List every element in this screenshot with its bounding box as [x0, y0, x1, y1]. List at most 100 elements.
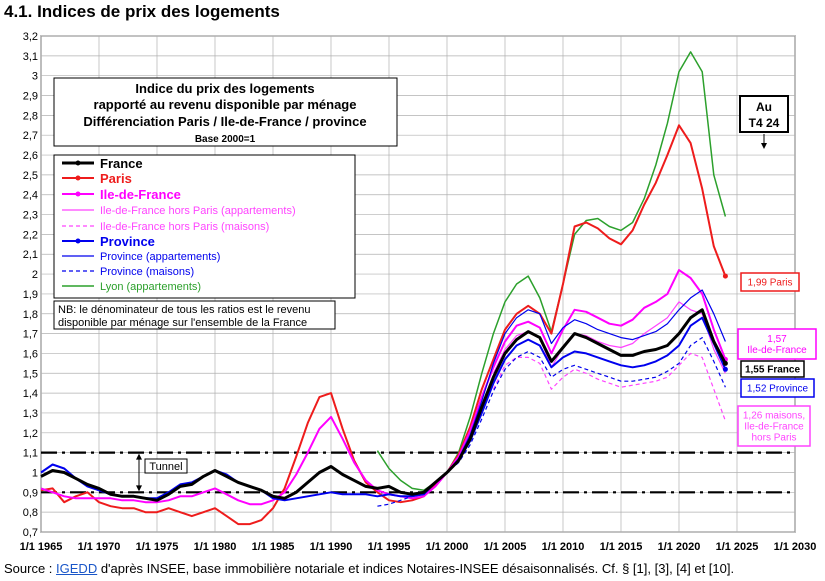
- y-tick-label: 2,5: [23, 170, 38, 182]
- chart-title-line-2: rapporté au revenu disponible par ménage: [94, 97, 357, 112]
- chart-title-line-1: Indice du prix des logements: [135, 81, 314, 96]
- date-marker-line-1: Au: [756, 100, 772, 114]
- date-marker-box: [739, 95, 789, 133]
- y-tick-label: 2,2: [23, 229, 38, 241]
- x-tick-label: 1/1 2030: [774, 541, 817, 553]
- y-tick-label: 2,9: [23, 91, 38, 103]
- tunnel-label: Tunnel: [149, 461, 182, 473]
- series-line-ile-de-france-hors-paris-maisons-: [492, 352, 726, 422]
- x-tick-label: 1/1 1990: [310, 541, 353, 553]
- x-tick-label: 1/1 2020: [658, 541, 701, 553]
- y-tick-label: 3,1: [23, 51, 38, 63]
- y-tick-label: 1,7: [23, 329, 38, 341]
- y-tick-label: 0,7: [23, 527, 38, 539]
- end-label-text: hors Paris: [751, 433, 796, 444]
- y-tick-label: 3,2: [23, 31, 38, 43]
- note-line-2: disponible par ménage sur l'ensemble de …: [58, 317, 307, 329]
- series-end-point: [722, 366, 728, 372]
- legend-label: Ile-de-France: [100, 187, 181, 202]
- end-label-box: [740, 378, 815, 398]
- x-tick-label: 1/1 1980: [194, 541, 237, 553]
- y-tick-label: 0,8: [23, 507, 38, 519]
- y-tick-label: 2,6: [23, 150, 38, 162]
- end-label-box: [740, 360, 805, 378]
- y-axis-ticks: 0,7 0,8 0,9 1 1,1 1,2 1,3 1,4 1,5 1,6 1,7 1,8 1,9 2 2,…: [23, 31, 38, 539]
- y-tick-label: 0,9: [23, 487, 38, 499]
- x-tick-label: 1/1 2015: [600, 541, 643, 553]
- legend-label: Province (maisons): [100, 266, 194, 278]
- end-label-text: 1,57: [767, 334, 787, 345]
- source-prefix: Source :: [4, 561, 57, 576]
- series-line-ile-de-france: [40, 269, 727, 506]
- x-tick-label: 1/1 2000: [426, 541, 469, 553]
- legend-box: [53, 154, 356, 299]
- x-tick-label: 1/1 1975: [136, 541, 179, 553]
- y-tick-label: 1: [32, 467, 38, 479]
- y-tick-label: 1,8: [23, 309, 38, 321]
- end-label-box: [737, 328, 817, 360]
- end-label-text: Ile-de-France: [744, 422, 804, 433]
- y-tick-label: 2,4: [23, 190, 38, 202]
- y-tick-label: 2,7: [23, 130, 38, 142]
- x-tick-label: 1/1 2025: [716, 541, 759, 553]
- x-tick-label: 1/1 2005: [484, 541, 527, 553]
- legend-label: Paris: [100, 171, 132, 186]
- tunnel-arrowhead-down: [136, 485, 142, 492]
- y-tick-label: 1,4: [23, 388, 38, 400]
- y-tick-label: 1,6: [23, 348, 38, 360]
- date-marker-arrowhead: [761, 143, 767, 149]
- legend-marker: [75, 160, 81, 166]
- legend-label: Ile-de-France hors Paris (appartements): [100, 205, 296, 217]
- chart-base-note: Base 2000=1: [195, 134, 256, 145]
- legend-marker: [75, 175, 81, 181]
- y-tick-label: 1,9: [23, 289, 38, 301]
- y-tick-label: 1,5: [23, 368, 38, 380]
- date-marker-line-2: T4 24: [749, 116, 780, 130]
- series-lines: [40, 51, 728, 526]
- source-note: Source : IGEDD d'après INSEE, base immob…: [4, 561, 734, 576]
- x-tick-label: 1/1 2010: [542, 541, 585, 553]
- series-line-france: [40, 308, 727, 502]
- end-label-text: 1,52 Province: [747, 384, 809, 395]
- source-text: d'après INSEE, base immobilière notarial…: [97, 561, 735, 576]
- legend-marker: [75, 238, 81, 244]
- tunnel-label-box: [144, 458, 188, 474]
- y-tick-label: 2,3: [23, 210, 38, 222]
- note-line-1: NB: le dénominateur de tous les ratios e…: [58, 304, 311, 316]
- x-tick-label: 1/1 1965: [20, 541, 63, 553]
- y-tick-label: 2,8: [23, 110, 38, 122]
- legend-label: Ile-de-France hors Paris (maisons): [100, 221, 269, 233]
- note-box: [53, 300, 336, 330]
- y-tick-label: 2: [32, 269, 38, 281]
- y-tick-label: 1,2: [23, 428, 38, 440]
- end-label-box: [737, 405, 811, 447]
- y-tick-label: 3: [32, 71, 38, 83]
- end-label-text: 1,55 France: [745, 365, 800, 376]
- legend-label: Province (appartements): [100, 251, 220, 263]
- source-link-igedd[interactable]: IGEDD: [56, 561, 98, 576]
- x-tick-label: 1/1 1985: [252, 541, 295, 553]
- y-tick-label: 1,3: [23, 408, 38, 420]
- series-end-point: [722, 360, 728, 366]
- x-tick-label: 1/1 1970: [78, 541, 121, 553]
- y-tick-label: 1,1: [23, 448, 38, 460]
- end-label-text: 1,99 Paris: [747, 278, 792, 289]
- y-tick-label: 2,1: [23, 249, 38, 261]
- series-line-province: [40, 316, 727, 502]
- end-label-text: 1,26 maisons,: [743, 411, 805, 422]
- legend-label: France: [100, 156, 143, 171]
- chart-title-line-3: Différenciation Paris / Ile-de-France / …: [83, 114, 366, 129]
- legend-label: Lyon (appartements): [100, 281, 201, 293]
- x-tick-label: 1/1 1995: [368, 541, 411, 553]
- legend-label: Province: [100, 234, 155, 249]
- page-title: 4.1. Indices de prix des logements: [4, 2, 280, 21]
- chart-title-box: [53, 77, 398, 147]
- end-label-text: Ile-de-France: [747, 345, 807, 356]
- tunnel-arrowhead-up: [136, 453, 142, 460]
- legend-marker: [75, 191, 81, 197]
- series-end-point: [722, 273, 728, 279]
- x-axis-ticks: 1/1 1965 1/1 1970 1/1 1975 1/1 1980 1/1 1985…: [20, 541, 817, 553]
- chart: 0,7 0,8 0,9 1 1,1 1,2 1,3 1,4 1,5 1,6 1,7 1,8 1,9 2 2,…: [20, 31, 817, 553]
